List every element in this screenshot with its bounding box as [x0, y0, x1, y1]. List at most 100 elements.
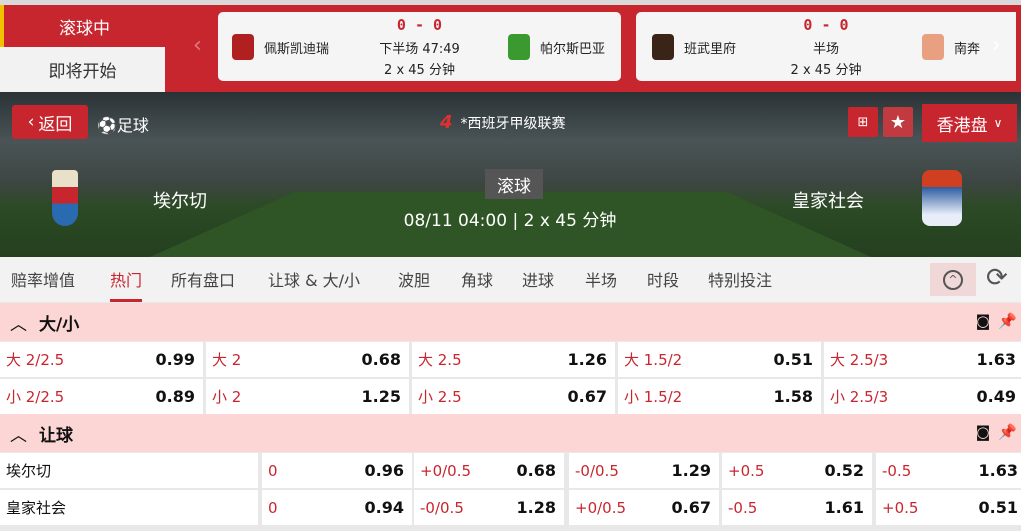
odds-cell[interactable]: 大 2.5 1.26 — [412, 342, 615, 377]
odds-line: 大 2.5 — [418, 351, 462, 369]
pin-icon[interactable]: 📌 — [998, 423, 1017, 441]
odds-line: 大 2 — [212, 351, 242, 369]
odds-price: 1.25 — [361, 387, 401, 406]
home-team: 班武里府 — [684, 42, 737, 57]
odds-cell[interactable]: 0 0.94 — [262, 490, 412, 525]
odds-cell[interactable]: -0.5 1.61 — [722, 490, 872, 525]
section-handicap[interactable]: ︿ 让球 ◙ 📌 — [0, 414, 1021, 452]
home-team-name: 埃尔切 — [153, 191, 207, 212]
match-duration: 2 x 45 分钟 — [523, 211, 617, 231]
section-title: 大/小 — [39, 314, 80, 335]
tab-upcoming[interactable]: 即将开始 — [0, 47, 165, 92]
odds-price: 0.94 — [364, 498, 404, 517]
tab-half[interactable]: 半场 — [585, 271, 618, 290]
odds-price: 1.61 — [824, 498, 864, 517]
odds-price: 1.63 — [976, 350, 1016, 369]
team-name: 皇家社会 — [0, 490, 258, 525]
sport-name: 足球 — [116, 116, 149, 135]
odds-cell[interactable]: 大 2/2.5 0.99 — [0, 342, 203, 377]
match-card[interactable]: 佩斯凯迪瑞 0 - 0 下半场 47:49 2 x 45 分钟 帕尔斯巴亚 — [218, 12, 621, 81]
match-status: 半场 — [812, 42, 839, 57]
odds-cell[interactable]: -0/0.5 1.28 — [414, 490, 564, 525]
away-team-name: 皇家社会 — [792, 191, 864, 212]
odds-cell[interactable]: 大 2.5/3 1.63 — [824, 342, 1021, 377]
tab-handicap-ou[interactable]: 让球 & 大/小 — [268, 271, 361, 290]
favorite-star-icon[interactable]: ★ — [883, 107, 913, 137]
odds-line: -0.5 — [728, 498, 758, 517]
odds-cell[interactable]: -0.5 1.63 — [876, 453, 1021, 488]
odds-format-value: 香港盘 — [936, 115, 988, 136]
tab-period[interactable]: 时段 — [647, 271, 680, 290]
tab-live[interactable]: 滚球中 — [0, 5, 165, 47]
odds-price: 0.51 — [978, 498, 1018, 517]
tab-specials[interactable]: 特别投注 — [708, 271, 773, 290]
odds-price: 0.68 — [516, 461, 556, 480]
live-matches-bar: 滚球中 即将开始 ‹ 佩斯凯迪瑞 0 - 0 下半场 47:49 2 x 45 … — [0, 0, 1021, 92]
odds-price: 0.67 — [567, 387, 607, 406]
tab-all-markets[interactable]: 所有盘口 — [171, 271, 236, 290]
refresh-icon[interactable]: ⟳ — [986, 263, 1008, 293]
odds-format-select[interactable]: 香港盘 ∨ — [922, 104, 1017, 142]
odds-cell[interactable]: 0 0.96 — [262, 453, 412, 488]
home-team: 佩斯凯迪瑞 — [264, 42, 330, 57]
chevron-up-icon: ^ — [943, 269, 963, 290]
chevron-down-icon: ∨ — [993, 116, 1003, 130]
live-stream-icon[interactable]: ◙ — [975, 423, 991, 441]
back-label: 返回 — [38, 114, 73, 135]
chevron-up-icon: ︿ — [10, 425, 27, 446]
back-button[interactable]: ‹ 返回 — [12, 105, 88, 139]
odds-line: 大 2/2.5 — [6, 351, 65, 369]
odds-price: 0.89 — [155, 387, 195, 406]
odds-price: 0.49 — [976, 387, 1016, 406]
tab-corners[interactable]: 角球 — [461, 271, 494, 290]
home-team-crest — [52, 170, 78, 226]
odds-cell[interactable]: 小 2.5/3 0.49 — [824, 379, 1021, 414]
pitch-view-icon[interactable]: ⊞ — [848, 107, 878, 137]
odds-line: 0 — [268, 461, 278, 480]
odds-cell[interactable]: 小 2/2.5 0.89 — [0, 379, 203, 414]
odds-cell[interactable]: +0/0.5 0.67 — [569, 490, 719, 525]
team-name: 埃尔切 — [0, 453, 258, 488]
live-status-badge: 滚球 — [485, 169, 543, 199]
odds-line: +0/0.5 — [420, 461, 472, 480]
odds-cell[interactable]: -0/0.5 1.29 — [569, 453, 719, 488]
odds-line: -0/0.5 — [420, 498, 464, 517]
team-logo — [508, 34, 530, 60]
laliga-logo-icon: 4 — [440, 112, 453, 133]
live-stream-icon[interactable]: ◙ — [975, 312, 991, 330]
odds-cell[interactable]: +0/0.5 0.68 — [414, 453, 564, 488]
next-arrow-icon[interactable]: › — [992, 33, 1001, 58]
tab-goals[interactable]: 进球 — [522, 271, 555, 290]
score: 0 - 0 — [803, 16, 849, 34]
odds-price: 1.28 — [516, 498, 556, 517]
tab-correct-score[interactable]: 波胆 — [398, 271, 431, 290]
odds-cell[interactable]: 小 1.5/2 1.58 — [618, 379, 821, 414]
pin-icon[interactable]: 📌 — [998, 312, 1017, 330]
odds-cell[interactable]: 大 1.5/2 0.51 — [618, 342, 821, 377]
odds-cell[interactable]: 小 2 1.25 — [206, 379, 409, 414]
collapse-all-button[interactable]: ^ — [930, 263, 976, 296]
section-over-under[interactable]: ︿ 大/小 ◙ 📌 — [0, 303, 1021, 341]
league-name: *西班牙甲级联赛 — [460, 115, 566, 132]
score: 0 - 0 — [396, 16, 443, 34]
odds-line: 小 2 — [212, 388, 242, 406]
match-card[interactable]: 班武里府 0 - 0 半场 2 x 45 分钟 南奔 — [636, 12, 1016, 81]
away-team-crest — [922, 170, 962, 226]
odds-cell[interactable]: 小 2.5 0.67 — [412, 379, 615, 414]
match-header: ‹ 返回 ⚽足球 4 *西班牙甲级联赛 ⊞ ★ 香港盘 ∨ 埃尔切 滚球 08/11 … — [0, 92, 1021, 257]
section-title: 让球 — [39, 425, 73, 446]
away-team: 南奔 — [954, 42, 981, 57]
prev-arrow-icon[interactable]: ‹ — [193, 33, 202, 58]
odds-price: 0.51 — [773, 350, 813, 369]
odds-line: 小 1.5/2 — [624, 388, 683, 406]
tab-odds-boost[interactable]: 赔率增值 — [11, 271, 76, 290]
odds-cell[interactable]: +0.5 0.52 — [722, 453, 872, 488]
tab-popular[interactable]: 热门 — [110, 267, 143, 302]
odds-price: 0.68 — [361, 350, 401, 369]
odds-line: 小 2/2.5 — [6, 388, 65, 406]
odds-cell[interactable]: 大 2 0.68 — [206, 342, 409, 377]
odds-line: +0.5 — [728, 461, 765, 480]
odds-cell[interactable]: +0.5 0.51 — [876, 490, 1021, 525]
odds-line: 0 — [268, 498, 278, 517]
chevron-left-icon: ‹ — [27, 112, 35, 132]
